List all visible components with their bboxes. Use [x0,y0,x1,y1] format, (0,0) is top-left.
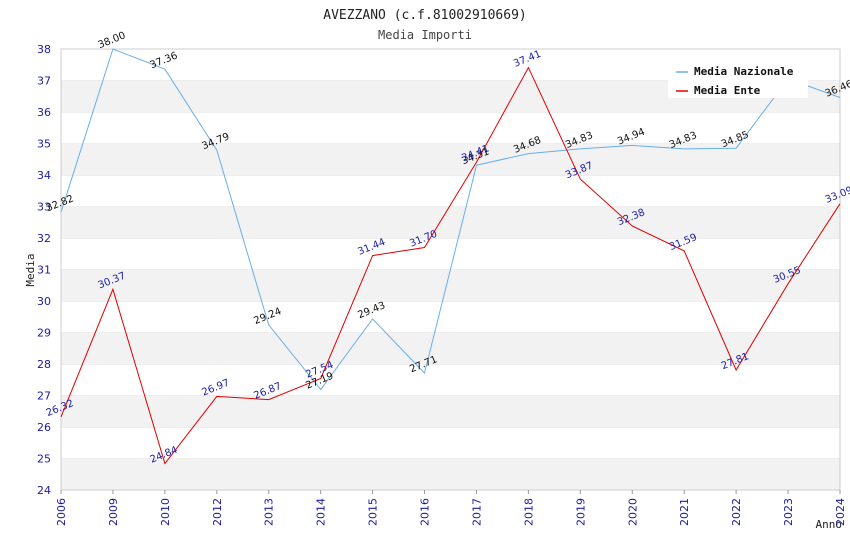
legend-label-media-ente: Media Ente [694,84,761,97]
y-tick-label: 27 [37,390,51,403]
grid-band [61,206,840,238]
grid-band [61,175,840,207]
y-tick-label: 37 [37,75,51,88]
legend-box [668,58,808,98]
x-tick-label: 2009 [107,498,120,526]
x-axis-label: Anno [816,518,843,531]
x-tick-label: 2017 [470,498,483,526]
x-tick-label: 2012 [211,498,224,526]
grid-band [61,395,840,427]
x-tick-label: 2024 [834,498,847,526]
x-tick-label: 2010 [159,498,172,526]
y-tick-label: 28 [37,358,51,371]
x-tick-label: 2006 [55,498,68,526]
legend-label-media-nazionale: Media Nazionale [694,65,794,78]
x-axis-ticks: 2006 2009 2010 2012 2013 2014 2015 2016 2017 2018… [55,490,847,526]
y-axis-label: Media [24,253,37,286]
grid-band [61,427,840,459]
grid-band [61,332,840,364]
series-layer [60,48,841,465]
x-tick-label: 2016 [419,498,432,526]
y-tick-label: 26 [37,421,51,434]
y-tick-label: 24 [37,484,51,497]
data-label-nazionale: 38.00 [97,30,128,51]
x-tick-label: 2021 [678,498,691,526]
y-tick-label: 34 [37,169,51,182]
grid-band [61,238,840,270]
x-tick-label: 2023 [782,498,795,526]
series-line-media-nazionale [60,48,841,391]
y-tick-label: 29 [37,327,51,340]
plot-area-frame [60,48,841,491]
legend: Media Nazionale Media Ente [668,58,808,98]
x-tick-label: 2014 [315,498,328,526]
y-tick-label: 30 [37,295,51,308]
grid-band [61,269,840,301]
x-tick-label: 2013 [263,498,276,526]
grid-band [61,301,840,333]
y-tick-label: 31 [37,264,51,277]
grid-band [61,112,840,144]
y-tick-label: 25 [37,453,51,466]
grid-band [61,364,840,396]
y-tick-label: 33 [37,201,51,214]
chart-subtitle: Media Importi [378,28,472,42]
x-tick-label: 2022 [730,498,743,526]
chart-title: AVEZZANO (c.f.81002910669) [323,8,527,23]
x-tick-label: 2020 [626,498,639,526]
grid-band [61,458,840,490]
y-axis-ticks: 24 25 26 27 28 29 30 31 32 33 34 35 36 37 38 [37,43,51,497]
y-tick-label: 32 [37,232,51,245]
x-tick-label: 2019 [574,498,587,526]
y-tick-label: 38 [37,43,51,56]
y-tick-label: 36 [37,106,51,119]
series-line-media-ente [60,66,841,465]
x-tick-label: 2015 [367,498,380,526]
x-tick-label: 2018 [522,498,535,526]
y-tick-label: 35 [37,138,51,151]
